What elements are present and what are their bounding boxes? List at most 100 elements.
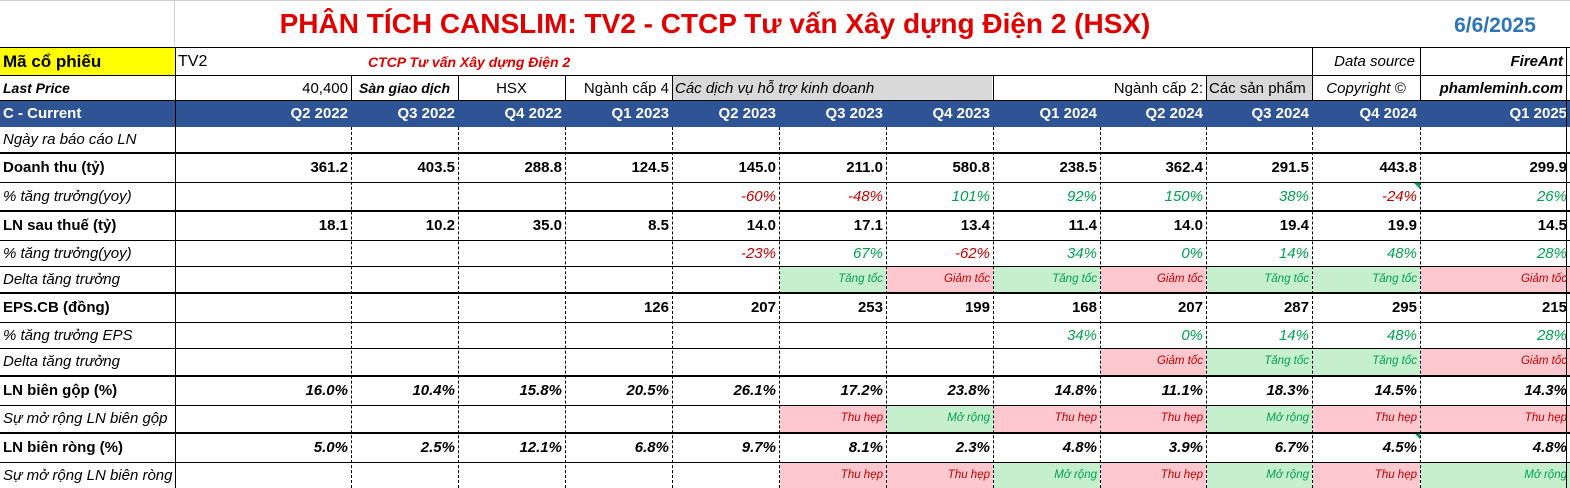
- row-label[interactable]: % tăng trưởng(yoy): [3, 244, 132, 262]
- data-cell[interactable]: [176, 406, 351, 432]
- data-cell[interactable]: Giảm tốc: [1101, 349, 1206, 375]
- data-cell[interactable]: 35.0: [532, 217, 562, 234]
- data-cell[interactable]: 14%: [1278, 245, 1309, 262]
- data-cell[interactable]: 9.7%: [741, 439, 776, 456]
- data-cell[interactable]: 0%: [1181, 327, 1203, 344]
- data-cell[interactable]: 8.5: [648, 217, 669, 234]
- data-cell[interactable]: 19.4: [1279, 217, 1309, 234]
- row-label[interactable]: Doanh thu (tỷ): [3, 158, 105, 176]
- data-cell[interactable]: [459, 323, 565, 348]
- data-cell[interactable]: [459, 406, 565, 432]
- data-cell[interactable]: [673, 463, 779, 488]
- data-cell[interactable]: [566, 349, 672, 375]
- data-cell[interactable]: [887, 128, 993, 152]
- sector2-label[interactable]: Ngành cấp 2:: [1113, 79, 1203, 97]
- data-cell[interactable]: 11.1%: [1161, 382, 1203, 399]
- ticker-label[interactable]: Mã cổ phiếu: [0, 48, 175, 75]
- data-source-label[interactable]: Data source: [1334, 53, 1415, 70]
- data-cell[interactable]: 15.8%: [519, 382, 562, 399]
- quarter-header[interactable]: Q4 2024: [1359, 105, 1417, 122]
- exchange-label[interactable]: Sàn giao dịch: [358, 80, 450, 96]
- data-cell[interactable]: 207: [750, 299, 776, 316]
- data-cell[interactable]: [176, 463, 351, 488]
- data-cell[interactable]: [673, 267, 779, 292]
- data-cell[interactable]: [176, 241, 351, 266]
- data-cell[interactable]: 238.5: [1059, 159, 1097, 176]
- row-label[interactable]: Delta tăng trưởng: [3, 353, 120, 370]
- data-cell[interactable]: 14.0: [746, 217, 776, 234]
- data-cell[interactable]: -62%: [954, 245, 990, 262]
- data-cell[interactable]: [673, 349, 779, 375]
- data-cell[interactable]: 18.3%: [1266, 382, 1309, 399]
- data-cell[interactable]: -48%: [847, 188, 883, 205]
- data-cell[interactable]: 10.4%: [412, 382, 455, 399]
- data-cell[interactable]: 4.5%: [1382, 439, 1417, 456]
- data-cell[interactable]: Thu hẹp: [780, 463, 886, 488]
- data-cell[interactable]: Tăng tốc: [1207, 267, 1312, 292]
- data-cell[interactable]: 14.0: [1173, 217, 1203, 234]
- data-cell[interactable]: 211.0: [846, 159, 883, 176]
- data-cell[interactable]: [887, 349, 993, 375]
- data-cell[interactable]: [780, 323, 886, 348]
- data-cell[interactable]: [1207, 128, 1312, 152]
- data-cell[interactable]: [566, 323, 672, 348]
- data-cell[interactable]: [352, 128, 458, 152]
- data-cell[interactable]: 13.4: [960, 217, 990, 234]
- row-label[interactable]: Sự mở rộng LN biên ròng: [3, 466, 173, 484]
- data-cell[interactable]: [352, 183, 458, 210]
- quarter-header[interactable]: Q3 2024: [1251, 105, 1309, 122]
- quarter-header[interactable]: Q1 2023: [611, 105, 669, 122]
- data-cell[interactable]: 12.1%: [519, 439, 562, 456]
- row-label[interactable]: Sự mở rộng LN biên gộp: [3, 410, 168, 427]
- sector4-value[interactable]: Các dịch vụ hỗ trợ kinh doanh: [672, 76, 992, 100]
- row-label[interactable]: EPS.CB (đồng): [3, 298, 110, 316]
- data-cell[interactable]: [1313, 128, 1420, 152]
- data-cell[interactable]: 28%: [1536, 245, 1567, 262]
- data-cell[interactable]: 14.5%: [1374, 382, 1417, 399]
- data-cell[interactable]: [459, 128, 565, 152]
- last-price-value[interactable]: 40,400: [302, 79, 348, 97]
- data-cell[interactable]: 38%: [1278, 188, 1309, 205]
- row-label[interactable]: LN biên gộp (%): [3, 381, 118, 399]
- header-label[interactable]: C - Current: [3, 105, 82, 122]
- data-cell[interactable]: 4.8%: [1532, 439, 1567, 456]
- data-cell[interactable]: [459, 241, 565, 266]
- data-cell[interactable]: Giảm tốc: [1101, 267, 1206, 292]
- data-cell[interactable]: 443.8: [1379, 159, 1417, 176]
- data-cell[interactable]: 6.8%: [634, 439, 669, 456]
- data-cell[interactable]: Tăng tốc: [1207, 349, 1312, 375]
- data-cell[interactable]: [566, 128, 672, 152]
- sector4-label[interactable]: Ngành cấp 4: [583, 79, 669, 97]
- data-cell[interactable]: [780, 128, 886, 152]
- quarter-header[interactable]: Q3 2022: [397, 105, 455, 122]
- data-cell[interactable]: 14.5: [1537, 217, 1567, 234]
- data-cell[interactable]: 288.8: [524, 159, 562, 176]
- row-label[interactable]: LN biên ròng (%): [3, 438, 123, 456]
- data-cell[interactable]: Tăng tốc: [1313, 349, 1420, 375]
- data-cell[interactable]: [176, 293, 351, 322]
- data-cell[interactable]: 8.1%: [848, 439, 883, 456]
- data-cell[interactable]: 4.8%: [1062, 439, 1097, 456]
- data-cell[interactable]: [1421, 128, 1570, 152]
- data-cell[interactable]: [994, 349, 1100, 375]
- data-cell[interactable]: 0%: [1181, 245, 1203, 262]
- quarter-header[interactable]: Q2 2023: [718, 105, 776, 122]
- data-cell[interactable]: 295: [1391, 299, 1417, 316]
- quarter-header[interactable]: Q1 2025: [1509, 105, 1567, 122]
- data-cell[interactable]: -23%: [740, 245, 776, 262]
- data-cell[interactable]: Tăng tốc: [994, 267, 1100, 292]
- data-cell[interactable]: 23.8%: [947, 382, 990, 399]
- data-cell[interactable]: [176, 128, 351, 152]
- data-cell[interactable]: Tăng tốc: [780, 267, 886, 292]
- data-cell[interactable]: 362.4: [1165, 159, 1203, 176]
- data-cell[interactable]: [176, 267, 351, 292]
- data-cell[interactable]: Mở rộng: [1207, 406, 1312, 432]
- row-label[interactable]: % tăng trưởng EPS: [3, 326, 133, 344]
- data-cell[interactable]: 11.4: [1068, 217, 1097, 234]
- quarter-header[interactable]: Q2 2022: [290, 105, 348, 122]
- data-cell[interactable]: 361.2: [310, 159, 348, 176]
- data-cell[interactable]: 150%: [1164, 188, 1203, 205]
- data-cell[interactable]: 14.8%: [1054, 382, 1097, 399]
- data-cell[interactable]: [780, 349, 886, 375]
- row-label[interactable]: Ngày ra báo cáo LN: [3, 131, 137, 148]
